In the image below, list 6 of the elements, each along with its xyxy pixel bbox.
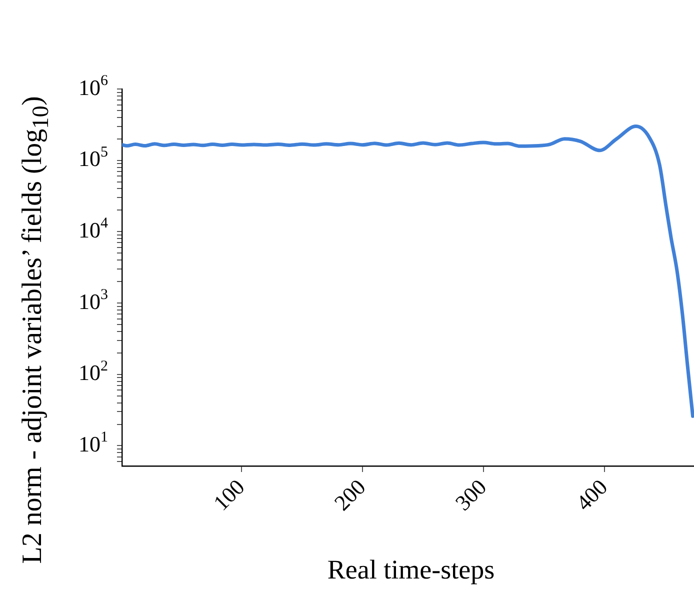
line-series — [122, 124, 694, 418]
x-axis-title: Real time-steps — [327, 554, 495, 586]
x-tick-label: 100 — [208, 474, 250, 516]
x-tick-label: 400 — [571, 474, 612, 516]
x-tick-label: 300 — [450, 474, 492, 516]
x-tick-label: 200 — [329, 474, 370, 516]
